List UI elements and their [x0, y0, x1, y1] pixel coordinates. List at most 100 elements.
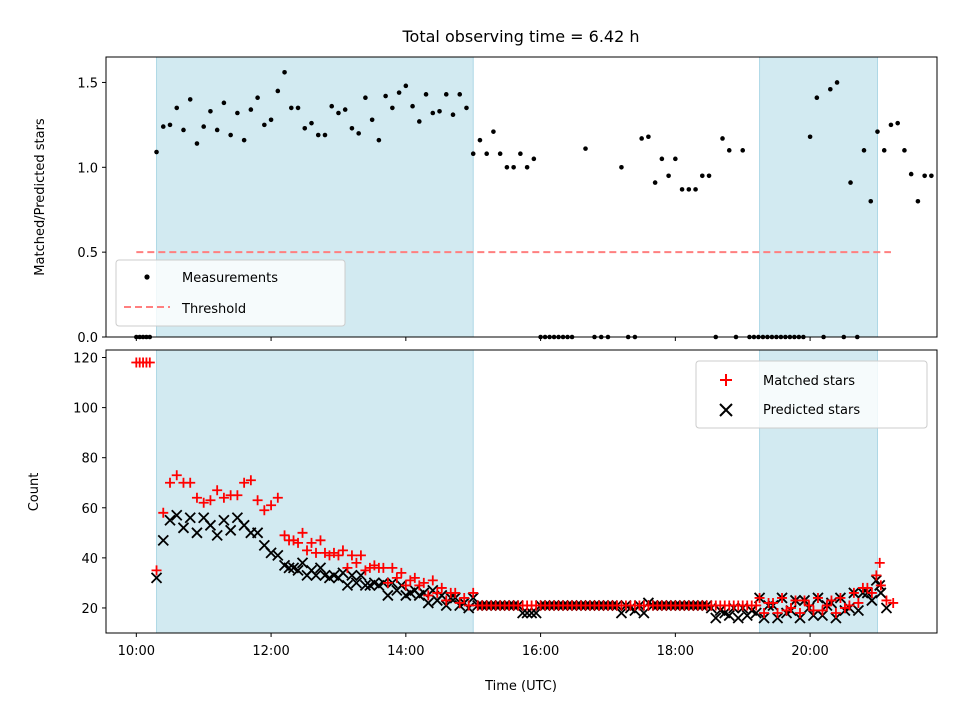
matched-stars-point: [165, 477, 176, 488]
matched-stars-point: [768, 597, 779, 608]
predicted-stars-point: [296, 557, 309, 569]
measurement-point: [639, 136, 644, 141]
matched-stars-point: [333, 550, 344, 561]
predicted-stars-point: [771, 612, 784, 624]
matched-stars-point: [391, 572, 402, 583]
x-tick-label: 16:00: [522, 644, 559, 659]
predicted-stars-point: [710, 612, 722, 624]
matched-stars-point: [830, 607, 841, 618]
measurement-point: [518, 151, 523, 157]
x-tick-label: 14:00: [387, 644, 424, 659]
matched-stars-point: [454, 597, 465, 608]
matched-stars-point: [158, 507, 169, 518]
measurement-point: [915, 198, 921, 204]
predicted-stars-point: [341, 579, 354, 592]
matched-stars-point: [191, 492, 202, 503]
measurement-point: [396, 90, 402, 95]
matched-stars-point: [144, 357, 155, 368]
predicted-stars-point: [449, 592, 461, 604]
matched-stars-point: [315, 535, 326, 546]
matched-stars-point: [888, 597, 899, 608]
measurement-point: [255, 95, 260, 101]
matched-stars-point: [875, 580, 886, 591]
bottom-y-tick-label: 20: [81, 602, 98, 617]
measurement-point: [194, 141, 200, 146]
matched-stars-point: [436, 582, 447, 593]
predicted-stars-point: [467, 592, 479, 604]
measurement-point: [315, 132, 321, 138]
predicted-stars-point: [732, 612, 744, 624]
matched-stars-point: [232, 490, 243, 501]
measurement-point: [403, 83, 409, 89]
measurement-point: [491, 129, 496, 134]
measurement-point: [201, 124, 206, 129]
predicted-stars-point: [750, 607, 762, 619]
matched-stars-point: [812, 592, 823, 603]
matched-stars-point: [871, 570, 882, 581]
matched-stars-point: [355, 550, 366, 561]
bottom-y-tick-label: 120: [73, 352, 98, 367]
matched-stars-point: [808, 605, 819, 616]
measurement-point: [342, 107, 348, 112]
predicted-stars-point: [615, 607, 628, 619]
measurement-point: [875, 129, 880, 134]
matched-stars-point: [835, 592, 846, 603]
predicted-stars-point: [157, 534, 169, 546]
predicted-stars-point: [870, 574, 882, 587]
predicted-stars-point: [530, 607, 542, 619]
measurement-point: [848, 180, 853, 185]
measurement-point: [504, 165, 510, 170]
bottom-legend: Matched stars Predicted stars: [695, 360, 928, 429]
matched-stars-point: [259, 505, 270, 516]
measurement-point: [167, 122, 173, 128]
predicted-stars-point: [171, 509, 183, 521]
measurement-point: [241, 137, 247, 143]
predicted-stars-point: [866, 594, 878, 607]
matched-stars-point: [171, 470, 182, 481]
measurement-point: [484, 151, 489, 157]
matched-stars-point: [396, 567, 407, 578]
measurement-point: [336, 110, 341, 116]
matched-stars-point: [881, 595, 892, 606]
measurement-point: [410, 103, 415, 109]
bottom-y-axis: 20 40 60 80 100 120: [73, 352, 106, 617]
matched-stars-point: [351, 557, 362, 568]
predicted-stars-point: [283, 562, 295, 574]
matched-stars-point: [279, 530, 290, 541]
measurement-point: [282, 69, 287, 75]
bottom-plot-frame: [105, 349, 938, 634]
measurement-point: [868, 198, 874, 204]
top-y-tick-label: 1.5: [77, 76, 98, 91]
top-plot-frame: [105, 56, 938, 338]
measurement-point: [686, 187, 692, 192]
bottom-legend-box: [695, 360, 928, 429]
matched-stars-point: [337, 545, 348, 556]
measurement-point: [288, 105, 294, 111]
predicted-stars-point: [830, 612, 842, 624]
predicted-stars-point: [880, 602, 893, 614]
measurement-point: [679, 187, 685, 192]
predicted-stars-point: [355, 569, 367, 582]
matched-stars-point: [427, 575, 438, 586]
legend-x-icon: [719, 403, 733, 417]
measurement-point: [349, 125, 355, 131]
x-tick-label: 18:00: [657, 644, 694, 659]
measurement-point: [160, 124, 166, 129]
measurement-point: [720, 136, 725, 141]
measurement-point: [666, 173, 671, 179]
matched-stars-point: [817, 605, 828, 616]
bottom-y-tick-label: 60: [81, 502, 98, 517]
measurement-point: [929, 173, 934, 179]
matched-stars-point: [297, 527, 308, 538]
chart-title: Total observing time = 6.42 h: [401, 27, 639, 46]
measurement-point: [309, 120, 314, 126]
predicted-stars-point: [292, 564, 304, 577]
measurement-point: [895, 120, 900, 126]
matched-stars-point: [245, 475, 256, 486]
matched-stars-point: [151, 565, 162, 576]
measurement-point: [208, 109, 213, 114]
predicted-stars-point: [758, 612, 770, 624]
predicted-stars-point: [251, 527, 264, 539]
measurement-point: [470, 151, 476, 157]
